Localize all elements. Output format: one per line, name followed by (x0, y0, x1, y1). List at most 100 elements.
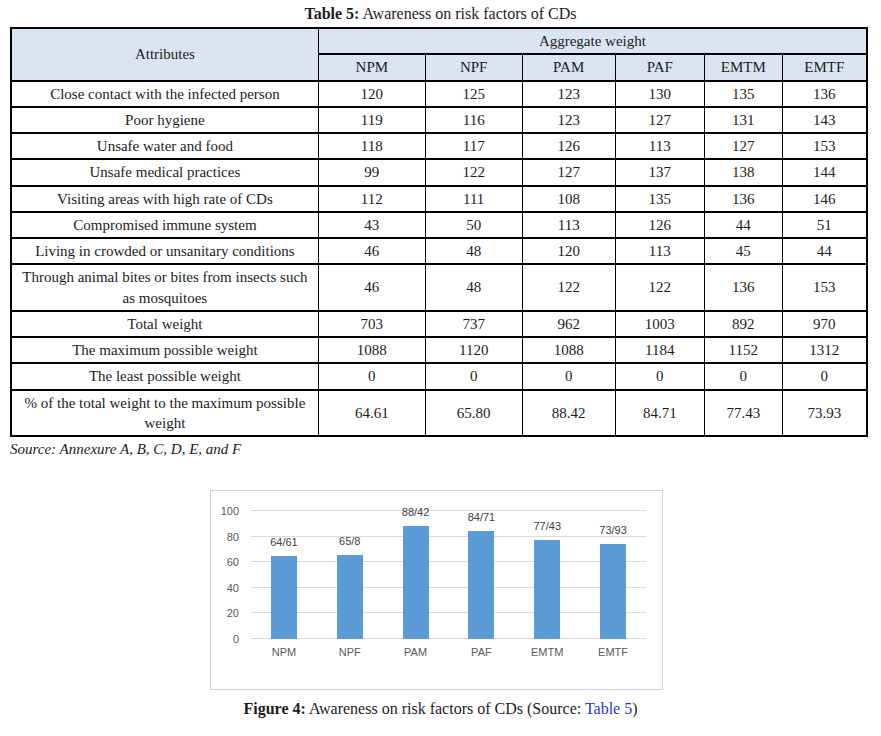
cell-value: 131 (704, 107, 782, 133)
table-row: Living in crowded or unsanitary conditio… (11, 238, 867, 264)
cell-value: 88.42 (522, 390, 615, 437)
risk-factors-table: Attributes Aggregate weight NPMNPFPAMPAF… (10, 27, 868, 437)
cell-value: 146 (782, 186, 867, 212)
column-header: NPM (318, 54, 425, 80)
table-title-prefix: Table 5: (304, 5, 359, 22)
row-label: Total weight (11, 311, 318, 337)
cell-value: 0 (522, 363, 615, 389)
figure-caption-suffix: ) (632, 700, 637, 717)
cell-value: 113 (615, 133, 704, 159)
cell-value: 64.61 (318, 390, 425, 437)
cell-value: 51 (782, 212, 867, 238)
row-label: Through animal bites or bites from insec… (11, 264, 318, 311)
x-tick-label: PAF (448, 646, 514, 664)
bar-data-label: 64/61 (270, 536, 298, 548)
table-5-link[interactable]: Table 5 (585, 700, 632, 717)
cell-value: 1120 (425, 337, 522, 363)
bar-data-label: 77/43 (533, 520, 561, 532)
cell-value: 136 (704, 186, 782, 212)
cell-value: 112 (318, 186, 425, 212)
table-row: % of the total weight to the maximum pos… (11, 390, 867, 437)
figure-caption-prefix: Figure 4: (243, 700, 305, 717)
y-tick-label: 80 (227, 531, 239, 543)
table-row: The least possible weight000000 (11, 363, 867, 389)
cell-value: 119 (318, 107, 425, 133)
bar (271, 556, 297, 639)
cell-value: 130 (615, 81, 704, 107)
cell-value: 127 (522, 159, 615, 185)
cell-value: 136 (782, 81, 867, 107)
bar-group: 64/61 (251, 511, 317, 639)
cell-value: 43 (318, 212, 425, 238)
table-title: Table 5: Awareness on risk factors of CD… (0, 5, 881, 23)
cell-value: 962 (522, 311, 615, 337)
cell-value: 1088 (318, 337, 425, 363)
y-axis: 020406080100 (211, 511, 247, 639)
cell-value: 111 (425, 186, 522, 212)
cell-value: 118 (318, 133, 425, 159)
cell-value: 127 (704, 133, 782, 159)
row-label: Close contact with the infected person (11, 81, 318, 107)
cell-value: 48 (425, 238, 522, 264)
cell-value: 737 (425, 311, 522, 337)
bar (468, 531, 494, 639)
cell-value: 892 (704, 311, 782, 337)
source-note: Source: Annexure A, B, C, D, E, and F (10, 441, 881, 458)
y-tick-label: 20 (227, 607, 239, 619)
cell-value: 48 (425, 264, 522, 311)
cell-value: 126 (522, 133, 615, 159)
table-row: Close contact with the infected person 12… (11, 81, 867, 107)
table-row: Unsafe medical practices9912212713713814… (11, 159, 867, 185)
attributes-header: Attributes (11, 28, 318, 81)
cell-value: 108 (522, 186, 615, 212)
column-header: PAF (615, 54, 704, 80)
bar (600, 544, 626, 639)
cell-value: 135 (704, 81, 782, 107)
table-row: Unsafe water and food118117126113127153 (11, 133, 867, 159)
plot-area: 64/6165/888/4284/7177/4373/93 (251, 511, 646, 639)
cell-value: 136 (704, 264, 782, 311)
cell-value: 153 (782, 133, 867, 159)
x-tick-label: NPF (317, 646, 383, 664)
cell-value: 1184 (615, 337, 704, 363)
cell-value: 122 (615, 264, 704, 311)
column-header: PAM (522, 54, 615, 80)
cell-value: 137 (615, 159, 704, 185)
cell-value: 46 (318, 238, 425, 264)
y-tick-label: 60 (227, 556, 239, 568)
y-tick-label: 0 (233, 633, 239, 645)
cell-value: 153 (782, 264, 867, 311)
row-label: Poor hygiene (11, 107, 318, 133)
row-label: Visiting areas with high rate of CDs (11, 186, 318, 212)
x-tick-label: NPM (251, 646, 317, 664)
table-title-text: Awareness on risk factors of CDs (359, 5, 576, 22)
cell-value: 970 (782, 311, 867, 337)
x-tick-label: PAM (383, 646, 449, 664)
row-label: Unsafe medical practices (11, 159, 318, 185)
x-axis: NPMNPFPAMPAFEMTMEMTF (251, 646, 646, 664)
cell-value: 0 (318, 363, 425, 389)
cell-value: 125 (425, 81, 522, 107)
cell-value: 126 (615, 212, 704, 238)
column-header: NPF (425, 54, 522, 80)
bar-data-label: 88/42 (402, 506, 430, 518)
bar-data-label: 65/8 (339, 535, 360, 547)
cell-value: 44 (782, 238, 867, 264)
cell-value: 77.43 (704, 390, 782, 437)
cell-value: 46 (318, 264, 425, 311)
cell-value: 0 (425, 363, 522, 389)
table-row: Through animal bites or bites from insec… (11, 264, 867, 311)
bar-group: 65/8 (317, 511, 383, 639)
cell-value: 122 (522, 264, 615, 311)
table-row: Poor hygiene119116123127131143 (11, 107, 867, 133)
cell-value: 1312 (782, 337, 867, 363)
cell-value: 117 (425, 133, 522, 159)
column-header: EMTF (782, 54, 867, 80)
cell-value: 84.71 (615, 390, 704, 437)
cell-value: 116 (425, 107, 522, 133)
column-header: EMTM (704, 54, 782, 80)
bar-group: 84/71 (449, 511, 515, 639)
cell-value: 123 (522, 81, 615, 107)
cell-value: 144 (782, 159, 867, 185)
cell-value: 703 (318, 311, 425, 337)
